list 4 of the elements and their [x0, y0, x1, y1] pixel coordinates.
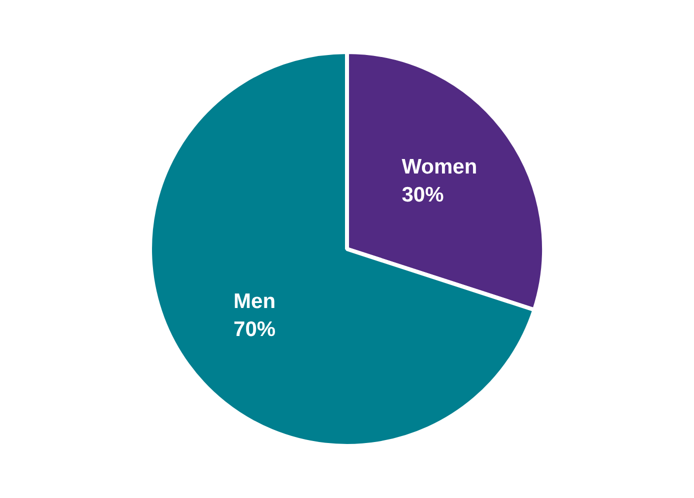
data-label: 30%	[402, 184, 444, 207]
slice-label: Men	[234, 290, 276, 313]
data-label: 70%	[234, 318, 276, 341]
slice-label: Women	[402, 156, 478, 179]
